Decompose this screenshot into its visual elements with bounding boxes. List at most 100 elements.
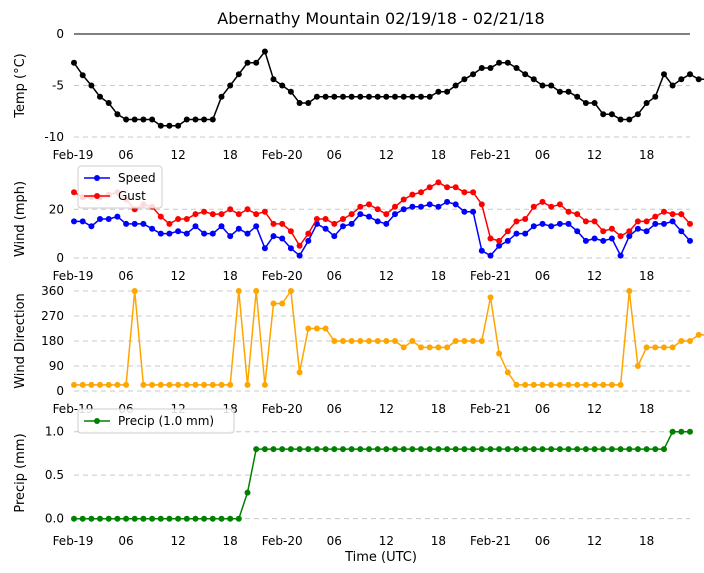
series-gust [71,179,693,249]
data-point [435,179,442,186]
data-point [71,515,77,522]
data-point [88,82,95,89]
data-point [392,211,398,218]
data-point [496,242,503,249]
x-tick-label: Feb-19 [53,269,94,283]
y-tick-label: 0 [56,27,64,41]
data-point [400,196,407,203]
data-point [461,338,468,344]
x-tick-label: Feb-21 [470,269,511,283]
data-point [452,446,459,453]
data-point [626,288,633,294]
data-point [522,230,529,237]
data-point [409,338,416,344]
data-point [296,252,303,259]
data-point [600,446,607,453]
data-point [175,228,182,235]
data-point [548,446,555,453]
data-point [669,211,676,218]
data-point [556,88,563,95]
data-point [287,245,294,252]
data-point [626,228,633,235]
data-point [287,88,294,95]
series-speed [71,198,693,259]
y-tick-label: 0 [56,384,64,398]
data-point [261,208,268,215]
x-tick-label: 06 [118,534,133,548]
y-axis-title: Precip (mm) [13,433,28,512]
data-point [123,381,130,388]
data-point [470,189,477,196]
data-point [617,233,624,240]
data-point [114,515,121,522]
data-point [548,203,555,210]
data-point [348,220,355,227]
data-point [504,59,511,66]
data-point [357,93,364,100]
data-point [487,65,494,71]
data-point [617,381,624,388]
data-point [539,198,546,205]
data-point [305,100,312,106]
data-point [374,206,381,213]
data-point [513,218,520,225]
data-point [270,446,277,453]
data-point [582,381,589,388]
data-point [71,189,77,196]
x-tick-label: 18 [639,148,654,162]
data-point [261,381,268,388]
data-point [201,230,208,237]
data-point [183,116,190,123]
data-point [400,344,407,351]
x-tick-label: 12 [170,269,185,283]
x-tick-label: 18 [431,402,446,416]
data-point [522,71,529,78]
data-point [374,218,381,225]
panel-4: 0.0 0.5 1.0 Feb-19 06 12 18 Feb-20 06 12 18 Feb-21 0… [13,408,693,548]
data-point [175,216,182,222]
data-point [643,218,650,225]
data-point [409,446,416,453]
data-point [600,237,607,244]
data-point [652,220,659,227]
data-point [287,288,294,294]
data-point [270,300,277,307]
data-point [105,216,112,222]
data-point [522,381,529,388]
data-point [418,446,424,453]
data-point [261,446,268,453]
data-point [331,446,338,453]
data-point [582,100,589,106]
data-point [374,338,381,344]
data-point [123,116,130,123]
series-line [74,201,691,258]
data-point [131,515,138,522]
data-point [608,111,615,118]
data-point [678,76,685,83]
data-point [340,446,346,453]
data-point [261,48,268,55]
x-tick-label: 18 [223,148,238,162]
data-point [426,344,433,351]
data-point [539,446,546,453]
data-point [418,203,424,210]
data-point [201,381,208,388]
data-point [530,223,537,230]
data-point [209,211,216,218]
x-tick-label: Feb-21 [470,402,511,416]
data-point [105,100,112,106]
data-point [530,446,537,453]
data-point [235,71,242,78]
data-point [487,294,494,301]
data-point [366,446,372,453]
data-point [435,203,442,210]
data-point [357,338,364,344]
data-point [97,381,103,388]
data-point [157,122,164,129]
x-tick-label: 18 [639,534,654,548]
data-point [470,446,477,453]
data-point [235,515,242,522]
data-point [444,198,451,205]
data-point [175,122,182,129]
data-point [131,288,138,294]
